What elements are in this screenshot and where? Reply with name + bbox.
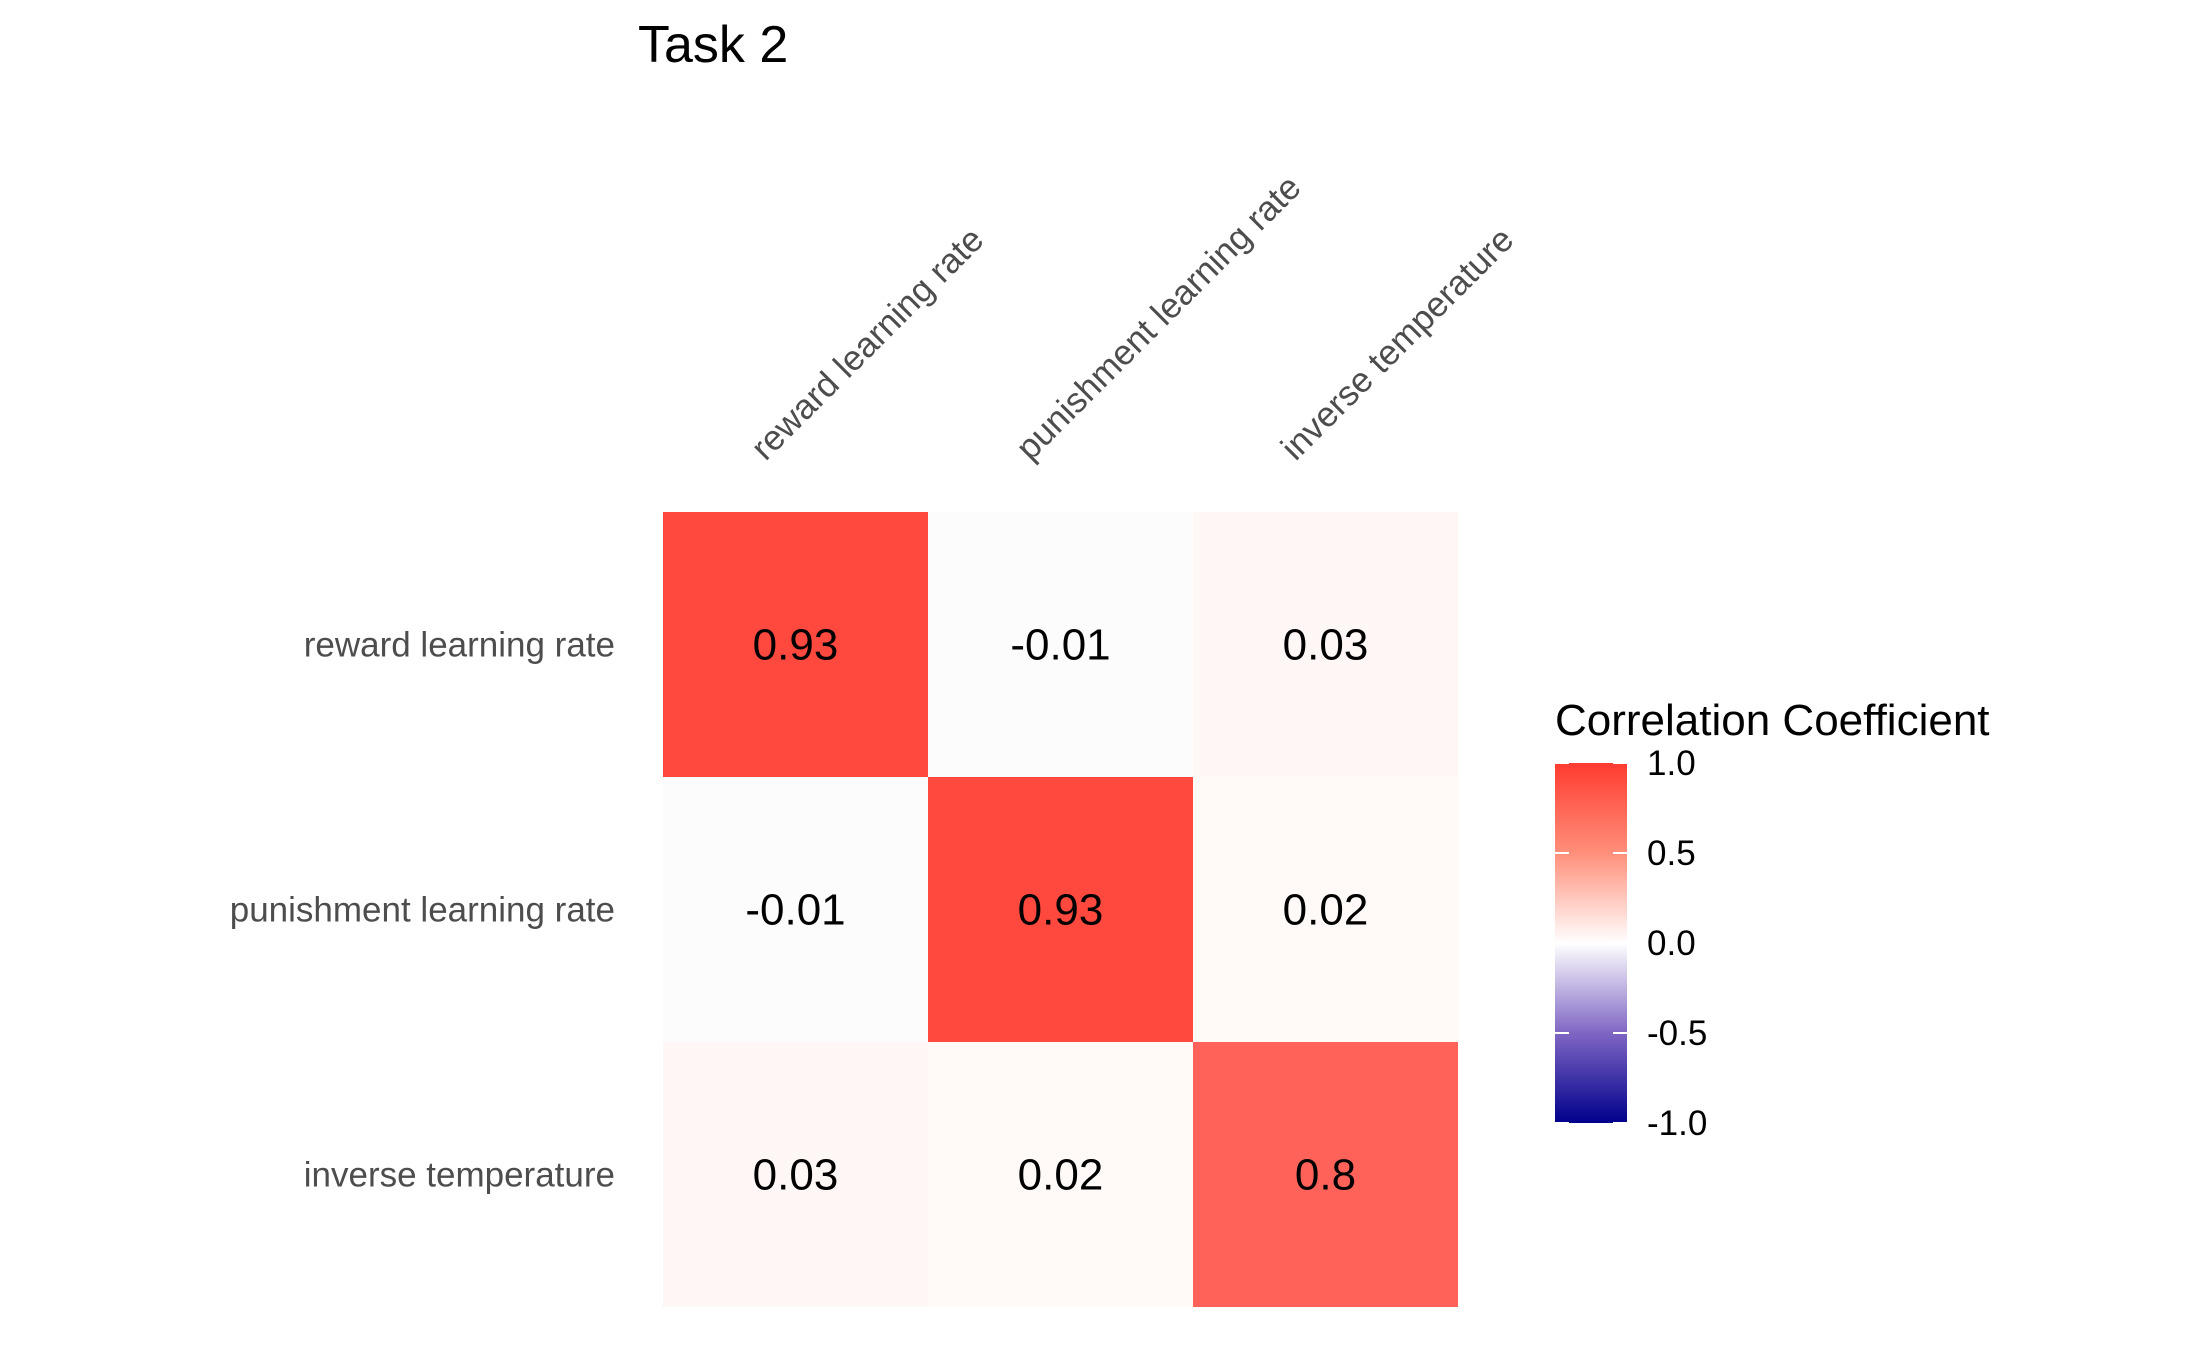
heatmap-cell-r2-c1: [928, 1042, 1193, 1307]
heatmap-cell-r1-c1: [928, 777, 1193, 1042]
legend-tick-label-1: 0.5: [1647, 834, 1696, 873]
x-axis-labels: reward learning rate punishment learning …: [744, 168, 1522, 468]
heatmap-cell-r1-c0: [663, 777, 928, 1042]
heatmap-cells: [663, 512, 1458, 1307]
y-tick-label-0: reward learning rate: [304, 626, 615, 665]
legend-tick-label-4: -1.0: [1647, 1104, 1707, 1143]
legend-tick-label-2: 0.0: [1647, 924, 1696, 963]
legend-title: Correlation Coefficient: [1555, 696, 1990, 745]
legend-tick-label-0: 1.0: [1647, 744, 1696, 783]
cell-value-label-r0-c1: -0.01: [1010, 621, 1110, 670]
cell-value-label-r2-c1: 0.02: [1018, 1151, 1104, 1200]
legend: Correlation Coefficient 1.0 0.5 0.0 -0.5 -1.…: [1555, 696, 1990, 1143]
cell-value-label-r1-c0: -0.01: [745, 886, 845, 935]
heatmap-cell-r2-c2: [1193, 1042, 1458, 1307]
heatmap-cell-r0-c0: [663, 512, 928, 777]
y-tick-label-1: punishment learning rate: [230, 891, 615, 930]
heatmap-cell-r0-c1: [928, 512, 1193, 777]
cell-value-label-r2-c0: 0.03: [753, 1151, 839, 1200]
heatmap-value-labels: 0.93 -0.01 0.03 -0.01 0.93 0.02 0.03 0.02 0.8: [745, 621, 1368, 1200]
x-tick-label-0: reward learning rate: [744, 220, 992, 468]
cell-value-label-r0-c2: 0.03: [1283, 621, 1369, 670]
chart-title: Task 2: [638, 16, 788, 74]
cell-value-label-r1-c2: 0.02: [1283, 886, 1369, 935]
cell-value-label-r0-c0: 0.93: [753, 621, 839, 670]
y-tick-label-2: inverse temperature: [304, 1156, 615, 1195]
legend-tick-label-3: -0.5: [1647, 1014, 1707, 1053]
legend-ticks: 1.0 0.5 0.0 -0.5 -1.0: [1555, 744, 1707, 1143]
x-tick-label-2: inverse temperature: [1274, 220, 1522, 468]
cell-value-label-r2-c2: 0.8: [1295, 1151, 1356, 1200]
heatmap-cell-r2-c0: [663, 1042, 928, 1307]
heatmap-cell-r0-c2: [1193, 512, 1458, 777]
x-tick-label-1: punishment learning rate: [1009, 168, 1309, 468]
cell-value-label-r1-c1: 0.93: [1018, 886, 1104, 935]
y-axis-labels: reward learning rate punishment learning …: [230, 626, 615, 1195]
heatmap-cell-r1-c2: [1193, 777, 1458, 1042]
